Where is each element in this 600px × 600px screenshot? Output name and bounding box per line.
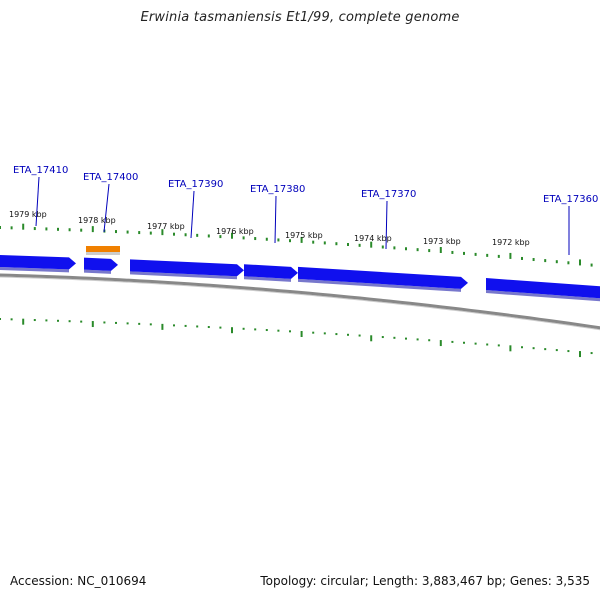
outer-scale-ticks	[0, 223, 593, 267]
gene-labels: ETA_17410 ETA_17400 ETA_17390 ETA_17380 ETA_…	[13, 165, 598, 205]
feature-highlight-shadow	[86, 252, 120, 255]
scale-label: 1974 kbp	[354, 234, 392, 243]
leader-line	[35, 176, 40, 227]
scale-label: 1978 kbp	[78, 216, 116, 225]
leader-line	[190, 190, 195, 239]
gene-arrow[interactable]	[244, 264, 298, 279]
gene-shadow	[84, 269, 111, 274]
scale-label: 1972 kbp	[492, 238, 530, 247]
scale-label: 1976 kbp	[216, 227, 254, 236]
scale-label: 1973 kbp	[423, 237, 461, 246]
gene-shadow	[298, 278, 461, 292]
scale-labels: 1979 kbp 1978 kbp 1977 kbp 1976 kbp 1975 kbp…	[9, 210, 530, 247]
scale-label: 1977 kbp	[147, 222, 185, 231]
gene-shadow	[486, 290, 600, 302]
leader-line	[385, 200, 388, 250]
gene-arrow[interactable]	[84, 257, 118, 271]
scale-label: 1975 kbp	[285, 231, 323, 240]
gene-label[interactable]: ETA_17410	[13, 165, 68, 176]
gene-leader-lines	[35, 176, 570, 255]
gene-shadow	[130, 271, 237, 280]
genome-backbone	[0, 276, 600, 331]
genome-backbone	[0, 273, 600, 330]
gene-shadow	[0, 267, 69, 273]
gene-label[interactable]: ETA_17380	[250, 184, 305, 195]
gene-arrow[interactable]	[298, 266, 468, 289]
gene-label[interactable]: ETA_17360	[543, 194, 598, 205]
leader-line	[103, 183, 110, 233]
gene-shadow	[244, 276, 291, 282]
gene-label[interactable]: ETA_17400	[83, 172, 138, 183]
leader-line	[274, 195, 277, 244]
gene-label[interactable]: ETA_17370	[361, 189, 416, 200]
feature-highlight[interactable]	[86, 246, 120, 252]
gene-label[interactable]: ETA_17390	[168, 179, 223, 190]
gene-arrow[interactable]	[130, 259, 244, 277]
gene-arrow[interactable]	[0, 255, 76, 270]
gene-arrow[interactable]	[486, 278, 600, 299]
accession-label: Accession: NC_010694	[10, 574, 147, 588]
inner-scale-ticks	[0, 318, 593, 358]
genome-summary: Topology: circular; Length: 3,883,467 bp…	[260, 574, 590, 588]
selected-feature-marker[interactable]	[86, 246, 120, 255]
gene-track	[0, 255, 600, 302]
scale-label: 1979 kbp	[9, 210, 47, 219]
genome-title: Erwinia tasmaniensis Et1/99, complete ge…	[140, 10, 460, 25]
